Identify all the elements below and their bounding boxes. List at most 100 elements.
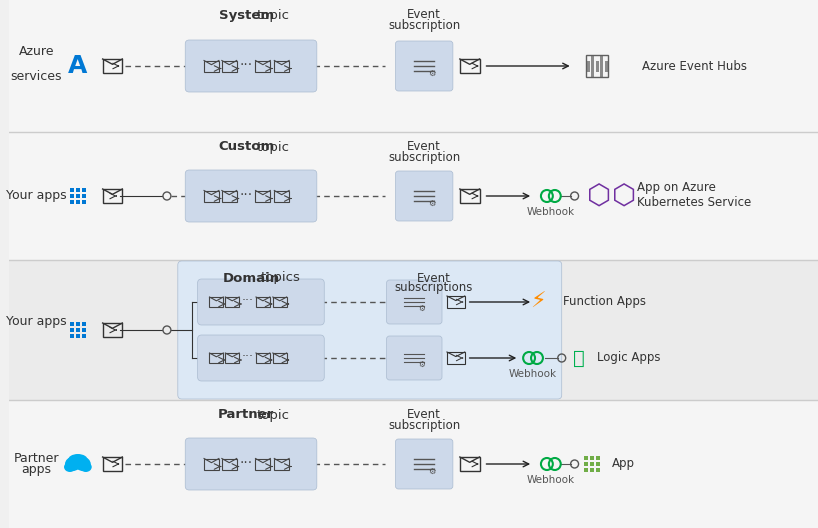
Bar xyxy=(460,189,479,203)
Bar xyxy=(204,458,219,469)
Bar xyxy=(591,456,595,460)
Bar xyxy=(70,188,74,192)
Text: Webhook: Webhook xyxy=(509,369,557,379)
Text: ···: ··· xyxy=(242,351,254,363)
Ellipse shape xyxy=(80,462,92,472)
Bar xyxy=(82,188,86,192)
Text: subscription: subscription xyxy=(388,420,461,432)
Text: System: System xyxy=(218,8,274,22)
FancyBboxPatch shape xyxy=(198,279,324,325)
Text: ···: ··· xyxy=(240,188,253,202)
Text: ···: ··· xyxy=(240,58,253,72)
Bar xyxy=(591,55,595,77)
Bar xyxy=(585,468,588,472)
Text: Event: Event xyxy=(407,8,441,22)
Text: ···: ··· xyxy=(242,295,254,307)
Bar xyxy=(76,322,80,326)
Bar xyxy=(596,61,599,71)
Bar xyxy=(587,55,609,77)
Bar xyxy=(447,296,465,308)
Bar xyxy=(76,200,80,204)
Text: ⚙: ⚙ xyxy=(429,467,436,476)
FancyBboxPatch shape xyxy=(387,336,442,380)
Text: Webhook: Webhook xyxy=(527,207,575,217)
Bar xyxy=(256,353,270,363)
Bar xyxy=(255,458,270,469)
Bar xyxy=(222,61,236,71)
Bar xyxy=(70,334,74,338)
Bar xyxy=(70,194,74,198)
Bar xyxy=(460,457,479,471)
Text: topics: topics xyxy=(261,271,301,285)
Bar xyxy=(255,191,270,202)
Bar xyxy=(209,297,223,307)
Text: ⬡: ⬡ xyxy=(587,182,612,210)
Text: ⚡: ⚡ xyxy=(530,292,546,312)
Text: subscription: subscription xyxy=(388,152,461,165)
Bar xyxy=(274,191,289,202)
Bar xyxy=(70,322,74,326)
Bar xyxy=(225,353,239,363)
Bar xyxy=(447,352,465,364)
Bar xyxy=(9,0,818,132)
Bar xyxy=(82,334,86,338)
Text: ⚙: ⚙ xyxy=(429,199,436,208)
Bar xyxy=(82,200,86,204)
Text: ⚙: ⚙ xyxy=(429,69,436,78)
Bar xyxy=(225,297,239,307)
Text: Your apps: Your apps xyxy=(6,190,66,203)
Bar xyxy=(204,191,219,202)
Text: ⬡: ⬡ xyxy=(612,182,636,210)
Text: Your apps: Your apps xyxy=(6,316,66,328)
Bar xyxy=(9,132,818,260)
Text: topic: topic xyxy=(256,140,290,154)
Text: Custom: Custom xyxy=(218,140,274,154)
Bar xyxy=(102,457,123,471)
Bar xyxy=(585,456,588,460)
Bar xyxy=(256,297,270,307)
Bar xyxy=(76,188,80,192)
Bar xyxy=(9,260,818,400)
FancyBboxPatch shape xyxy=(395,439,453,489)
FancyBboxPatch shape xyxy=(185,170,317,222)
Text: ···: ··· xyxy=(240,456,253,470)
Bar xyxy=(82,322,86,326)
Bar xyxy=(605,61,608,71)
Bar xyxy=(9,400,818,528)
Text: Azure Event Hubs: Azure Event Hubs xyxy=(642,60,747,72)
Bar xyxy=(76,334,80,338)
Text: subscription: subscription xyxy=(388,20,461,33)
Bar xyxy=(70,328,74,332)
Bar xyxy=(272,353,286,363)
FancyBboxPatch shape xyxy=(395,171,453,221)
Text: subscriptions: subscriptions xyxy=(395,281,474,295)
Bar xyxy=(76,328,80,332)
Bar xyxy=(585,462,588,466)
Bar xyxy=(460,59,479,73)
Bar xyxy=(70,200,74,204)
Text: App: App xyxy=(612,457,636,470)
Bar xyxy=(587,61,590,71)
FancyBboxPatch shape xyxy=(387,280,442,324)
FancyBboxPatch shape xyxy=(178,261,562,399)
Text: apps: apps xyxy=(21,464,52,476)
Bar xyxy=(222,191,236,202)
Bar xyxy=(600,55,604,77)
Text: Partner: Partner xyxy=(218,409,274,421)
Bar xyxy=(596,462,600,466)
Text: Event: Event xyxy=(417,271,451,285)
Bar xyxy=(272,297,286,307)
Text: topic: topic xyxy=(256,409,290,421)
Text: App on Azure: App on Azure xyxy=(637,182,716,194)
Bar xyxy=(76,194,80,198)
Text: Event: Event xyxy=(407,409,441,421)
Bar xyxy=(274,458,289,469)
FancyBboxPatch shape xyxy=(185,438,317,490)
Text: Azure: Azure xyxy=(19,45,54,58)
Text: Webhook: Webhook xyxy=(527,475,575,485)
Bar xyxy=(596,468,600,472)
Bar xyxy=(82,194,86,198)
FancyBboxPatch shape xyxy=(185,40,317,92)
Ellipse shape xyxy=(68,454,88,466)
Text: ⚙: ⚙ xyxy=(419,304,425,313)
